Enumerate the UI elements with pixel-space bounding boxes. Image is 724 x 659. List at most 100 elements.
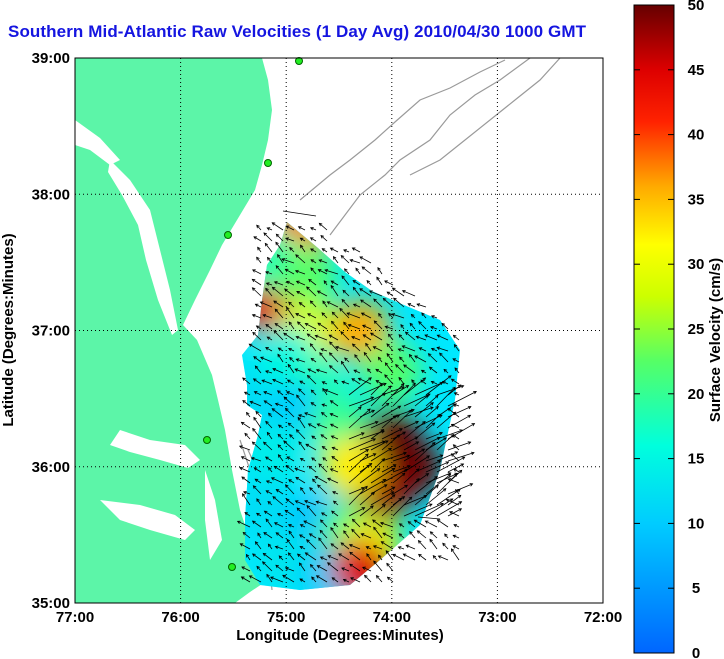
- vector-arrowhead: [329, 341, 333, 345]
- vector-arrowhead: [430, 347, 435, 352]
- vector-arrow: [400, 324, 405, 330]
- vector-arrow: [377, 267, 383, 275]
- vector-arrow: [359, 468, 380, 484]
- vector-arrowhead: [450, 378, 455, 383]
- vector-arrow: [447, 414, 471, 429]
- vector-arrow: [319, 530, 328, 539]
- vector-arrowhead: [328, 352, 333, 356]
- vector-arrowhead: [328, 365, 333, 369]
- vector-arrow: [414, 473, 429, 484]
- vector-arrow: [417, 516, 441, 520]
- vector-arrowhead: [264, 456, 269, 460]
- vector-arrow: [370, 385, 392, 407]
- vector-arrowhead: [440, 502, 444, 507]
- vector-arrow: [257, 247, 262, 253]
- vector-arrowhead: [246, 411, 250, 416]
- vector-arrow: [316, 369, 328, 374]
- vector-arrow: [408, 521, 416, 528]
- vector-arrow: [378, 554, 383, 561]
- vector-arrowhead: [454, 367, 458, 372]
- vector-arrow: [249, 575, 262, 583]
- vector-arrow: [414, 519, 427, 528]
- vector-arrowhead: [321, 445, 326, 450]
- vector-arrow: [392, 554, 405, 561]
- vector-arrowhead: [372, 545, 377, 549]
- vector-arrow: [330, 400, 339, 407]
- vector-arrowhead: [273, 300, 277, 304]
- vector-arrow: [332, 491, 339, 495]
- vector-arrowhead: [251, 287, 256, 291]
- vector-arrowhead: [436, 436, 441, 441]
- vector-arrowhead: [270, 477, 275, 481]
- vector-arrowhead: [267, 500, 272, 505]
- vector-arrow: [447, 423, 475, 440]
- vector-arrow: [365, 343, 372, 352]
- colorbar-tick-label: 15: [688, 451, 705, 468]
- y-axis-label: Latitude (Degrees:Minutes): [0, 233, 17, 426]
- vector-arrow: [305, 443, 317, 451]
- vector-arrowhead: [452, 545, 457, 549]
- vector-arrowhead: [288, 479, 292, 483]
- vector-arrow: [425, 520, 438, 528]
- vector-arrowhead: [308, 278, 312, 283]
- vector-arrow: [254, 391, 262, 396]
- vector-arrow: [299, 578, 306, 583]
- vector-arrow: [242, 400, 251, 407]
- vector-arrow: [453, 468, 460, 473]
- vector-arrow: [304, 500, 317, 506]
- vector-arrow: [265, 288, 273, 297]
- vector-arrow: [403, 421, 419, 429]
- vector-arrow: [310, 237, 317, 242]
- vector-arrow: [285, 268, 295, 275]
- vector-arrowhead: [286, 379, 291, 383]
- vector-arrowhead: [457, 384, 462, 388]
- vector-arrowhead: [274, 308, 279, 313]
- vector-arrowhead: [289, 356, 293, 361]
- vector-arrowhead: [322, 457, 326, 461]
- vector-arrowhead: [467, 406, 472, 410]
- vector-arrow: [323, 280, 328, 286]
- vector-arrowhead: [397, 546, 402, 550]
- vector-arrowhead: [428, 366, 433, 371]
- vector-arrowhead: [273, 465, 278, 470]
- vector-arrowhead: [330, 526, 334, 531]
- y-tick-label: 39:00: [32, 50, 70, 67]
- vector-arrow: [295, 476, 306, 484]
- vector-arrowhead: [272, 367, 276, 372]
- vector-arrow: [307, 313, 317, 319]
- vector-arrowhead: [309, 227, 314, 231]
- colorbar-tick-label: 0: [692, 645, 700, 659]
- vector-arrowhead: [309, 487, 313, 491]
- vector-arrow: [376, 277, 383, 286]
- vector-arrowhead: [296, 507, 301, 512]
- vector-arrowhead: [388, 312, 392, 317]
- vector-arrow: [239, 467, 251, 473]
- vector-arrow: [241, 566, 251, 572]
- vector-arrowhead: [453, 392, 458, 396]
- vector-arrowhead: [289, 433, 293, 438]
- vector-arrow: [381, 428, 403, 440]
- vector-arrowhead: [376, 468, 381, 472]
- vector-arrowhead: [271, 286, 276, 291]
- vector-arrowhead: [251, 441, 256, 445]
- vector-arrow: [271, 477, 284, 484]
- vector-arrowhead: [373, 298, 377, 303]
- vector-arrow: [366, 546, 372, 550]
- vector-arrow: [349, 544, 361, 550]
- vector-arrow: [452, 358, 460, 363]
- vector-arrowhead: [338, 553, 342, 557]
- vector-arrowhead: [272, 378, 276, 383]
- vector-arrow: [272, 379, 284, 385]
- vector-arrowhead: [360, 312, 365, 316]
- y-tick-labels: 39:00 38:00 37:00 36:00 35:00: [32, 50, 70, 612]
- vector-arrowhead: [331, 456, 336, 460]
- vector-arrow: [354, 354, 361, 363]
- vector-arrow: [286, 225, 295, 231]
- vector-arrow: [359, 479, 386, 495]
- vector-arrow: [429, 366, 438, 374]
- vector-arrowhead: [265, 347, 269, 351]
- field-point-5: [330, 300, 391, 361]
- vector-arrowhead: [445, 498, 450, 503]
- vector-arrowhead: [319, 529, 324, 534]
- vector-arrow: [322, 248, 328, 253]
